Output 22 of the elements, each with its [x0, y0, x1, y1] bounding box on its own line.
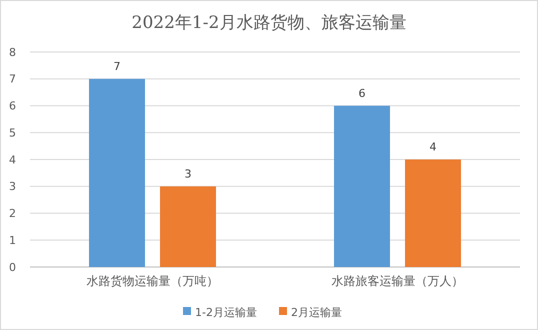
y-tick-label: 8 — [9, 46, 16, 59]
x-tick-label: 水路旅客运输量（万人） — [332, 274, 464, 288]
y-tick-label: 5 — [9, 126, 16, 140]
x-tick-label: 水路货物运输量（万吨） — [86, 274, 218, 288]
bar — [89, 78, 145, 267]
data-label: 6 — [358, 86, 366, 100]
bar — [405, 160, 461, 267]
legend-label: 2月运输量 — [291, 306, 342, 319]
data-label: 4 — [430, 140, 436, 154]
y-tick-label: 1 — [9, 234, 16, 247]
bar — [334, 106, 390, 267]
data-label: 3 — [184, 167, 192, 180]
y-tick-label: 4 — [9, 153, 16, 166]
y-tick-label: 0 — [9, 260, 16, 274]
data-label: 7 — [114, 60, 120, 73]
y-tick-label: 7 — [9, 72, 16, 86]
y-tick-label: 2 — [9, 207, 16, 220]
y-tick-label: 6 — [9, 100, 16, 113]
legend-label: 1-2月运输量 — [195, 306, 257, 319]
chart-title: 2022年1-2月水路货物、旅客运输量 — [132, 13, 406, 33]
bar — [160, 186, 216, 267]
y-tick-label: 3 — [9, 180, 16, 194]
